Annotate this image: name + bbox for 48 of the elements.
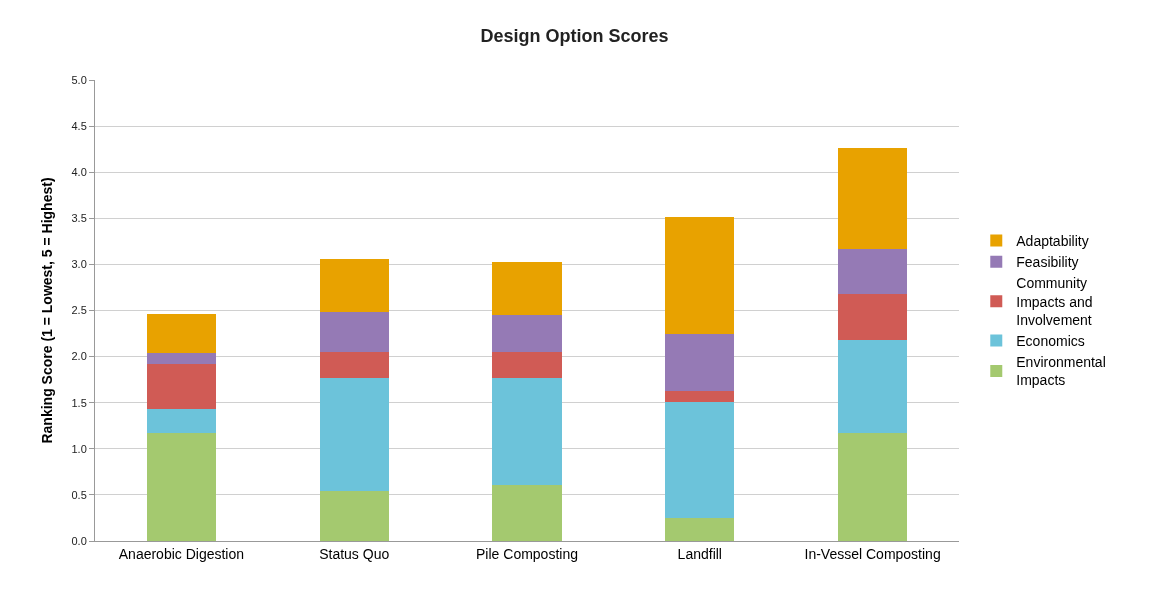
bar <box>319 312 389 352</box>
y-tick-label: 3.0 <box>71 258 87 271</box>
bar <box>146 433 216 541</box>
bar <box>146 352 216 364</box>
bar <box>838 433 908 541</box>
y-tick-label: 1.5 <box>71 396 87 409</box>
x-tick-label: Anaerobic Digestion <box>118 545 245 562</box>
y-tick-label: 4.5 <box>71 119 87 132</box>
bar <box>146 314 216 353</box>
bar <box>838 248 908 294</box>
bar <box>319 491 389 541</box>
bar <box>319 351 389 378</box>
bar <box>492 351 562 378</box>
bar <box>492 484 562 541</box>
y-tick-label: 3.5 <box>71 212 87 225</box>
y-tick-label: 0.0 <box>71 534 87 547</box>
legend-label: Feasibility <box>1016 254 1079 271</box>
y-tick-label: 4.0 <box>71 166 87 179</box>
y-tick-label: 1.0 <box>71 442 87 455</box>
bar <box>146 363 216 410</box>
bar <box>492 261 562 316</box>
y-tick-label: 0.5 <box>71 488 87 501</box>
bar <box>838 293 908 340</box>
x-tick-label: Pile Composting <box>476 545 578 562</box>
bar <box>838 340 908 434</box>
y-axis-title: Ranking Score (1 = Lowest, 5 = Highest) <box>39 177 56 444</box>
y-tick-label: 5.0 <box>71 73 87 86</box>
bar <box>492 315 562 352</box>
legend-label: Community Impacts and Involvement <box>1016 275 1093 328</box>
x-tick-label: Status Quo <box>319 545 390 562</box>
y-tick-label: 2.5 <box>71 304 87 317</box>
bar <box>492 377 562 485</box>
bar <box>838 148 908 249</box>
bar <box>665 333 735 391</box>
bar <box>319 258 389 313</box>
chart-title: Design Option Scores <box>480 26 669 47</box>
legend-label: Economics <box>1016 333 1085 350</box>
bar <box>146 409 216 434</box>
legend-label: Environmental Impacts <box>1016 354 1106 389</box>
legend-label: Adaptability <box>1016 233 1089 250</box>
x-tick-label: Landfill <box>677 545 722 562</box>
bar <box>665 217 735 334</box>
bar <box>665 517 735 541</box>
y-tick-label: 2.0 <box>71 350 87 363</box>
bar <box>665 390 735 402</box>
bar <box>319 377 389 492</box>
x-tick-label: In-Vessel Composting <box>804 545 941 562</box>
bar <box>665 401 735 518</box>
